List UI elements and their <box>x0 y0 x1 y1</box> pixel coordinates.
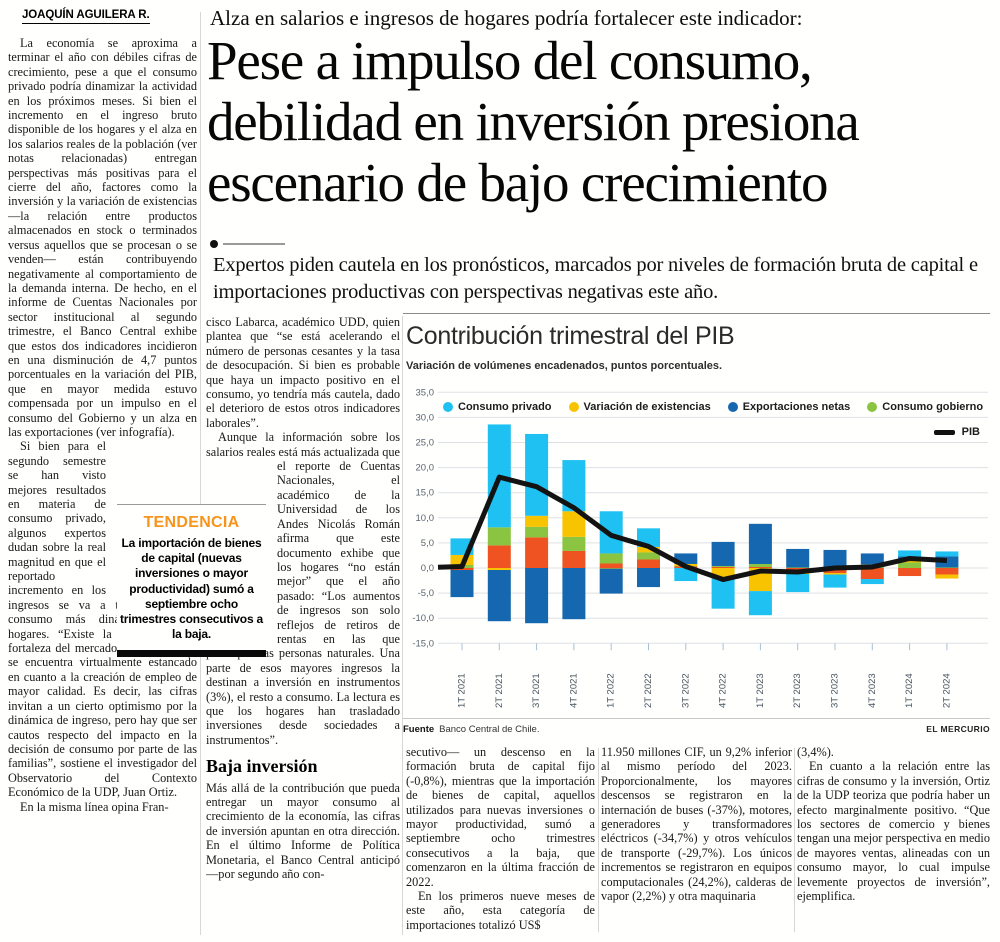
legend-label: Consumo privado <box>458 401 552 413</box>
svg-text:35,0: 35,0 <box>416 387 435 398</box>
legend-dot-icon <box>727 402 738 412</box>
svg-text:2T 2023: 2T 2023 <box>792 673 803 708</box>
article-paragraph: La economía se aproxima a terminar el añ… <box>8 36 197 439</box>
pib-line-swatch <box>933 429 955 435</box>
article-paragraph: secutivo— un descenso en la formación br… <box>406 745 595 889</box>
legend-label: Variación de existencias <box>583 401 711 413</box>
svg-text:1T 2021: 1T 2021 <box>457 673 468 708</box>
headline-line: Pese a impulso del consumo, <box>207 30 813 91</box>
svg-text:4T 2022: 4T 2022 <box>718 673 729 708</box>
legend-item: Consumo privado <box>443 401 552 413</box>
svg-text:3T 2023: 3T 2023 <box>830 673 841 708</box>
chart-source: Fuente Banco Central de Chile. <box>403 724 539 735</box>
article-column-2: cisco Labarca, académico UDD, quien plan… <box>206 315 400 936</box>
column-rule <box>402 316 403 935</box>
article-column-4: 11.950 millones CIF, un 9,2% inferior al… <box>601 745 792 937</box>
kicker: Alza en salarios e ingresos de hogares p… <box>210 6 803 30</box>
svg-text:15,0: 15,0 <box>416 488 435 499</box>
legend-dot-icon <box>443 402 453 412</box>
legend-label: Exportaciones netas <box>742 401 851 413</box>
svg-text:5,0: 5,0 <box>421 538 434 549</box>
svg-text:4T 2023: 4T 2023 <box>867 673 878 708</box>
tendencia-label: TENDENCIA <box>143 514 240 531</box>
source-label: Fuente <box>403 724 435 735</box>
chart-legend-pib: PIB <box>933 426 980 438</box>
chart-legend: Consumo privado Variación de existencias E… <box>443 401 1000 413</box>
svg-text:-15,0: -15,0 <box>412 638 434 649</box>
deck: Expertos piden cautela en los pronóstico… <box>213 254 978 303</box>
column-rule <box>794 748 795 932</box>
section-subhead: Baja inversión <box>206 756 318 777</box>
tendencia-box: TENDENCIA La importación de bienes de ca… <box>117 504 266 658</box>
svg-text:25,0: 25,0 <box>416 438 435 449</box>
article-paragraph: 11.950 millones CIF, un 9,2% inferior al… <box>601 745 792 904</box>
svg-text:2T 2024: 2T 2024 <box>941 673 952 708</box>
article-column-3: secutivo— un descenso en la formación br… <box>406 745 595 937</box>
svg-text:3T 2022: 3T 2022 <box>680 673 691 708</box>
tendencia-text: La importación de bienes de capital (nue… <box>119 536 264 642</box>
newspaper-credit: EL MERCURIO <box>926 724 990 734</box>
svg-text:-10,0: -10,0 <box>412 613 434 624</box>
svg-text:20,0: 20,0 <box>416 463 435 474</box>
tendencia-bottom-bar <box>117 650 266 658</box>
svg-text:4T 2021: 4T 2021 <box>568 673 579 708</box>
article-paragraph: cisco Labarca, académico UDD, quien plan… <box>206 315 400 430</box>
headline: Pese a impulso del consumo, debilidad en… <box>207 30 997 213</box>
svg-text:1T 2024: 1T 2024 <box>904 673 915 708</box>
pib-contribution-chart: 35,0 30,0 25,0 20,0 15,0 10,0 5,0 0,0 -5,0 -10,0 -… <box>412 387 988 708</box>
source-text: Banco Central de Chile. <box>439 724 540 735</box>
legend-dot-icon <box>867 402 878 412</box>
article-column-5: (3,4%). En cuanto a la relación entre la… <box>797 745 990 937</box>
article-paragraph: En cuanto a la relación entre las cifras… <box>797 759 990 904</box>
svg-text:1T 2022: 1T 2022 <box>606 673 617 708</box>
chart-source-row: Fuente Banco Central de Chile. EL MERCURI… <box>403 718 990 735</box>
chart-title: Contribución trimestral del PIB <box>406 322 735 350</box>
legend-item: Exportaciones netas <box>727 401 851 413</box>
svg-text:10,0: 10,0 <box>416 513 435 524</box>
article-paragraph: En los primeros nueve meses de este año,… <box>406 889 595 932</box>
legend-item: Variación de existencias <box>568 401 711 413</box>
byline: JOAQUÍN AGUILERA R. <box>22 9 150 24</box>
svg-text:3T 2021: 3T 2021 <box>531 673 542 708</box>
column-rule <box>598 748 599 932</box>
svg-text:30,0: 30,0 <box>416 412 435 423</box>
svg-text:2T 2022: 2T 2022 <box>643 673 654 708</box>
svg-text:1T 2023: 1T 2023 <box>755 673 766 708</box>
article-paragraph: Más allá de la contribución que pueda en… <box>206 780 400 882</box>
legend-dot-icon <box>568 402 579 412</box>
chart-subtitle: Variación de volúmenes encadenados, punt… <box>406 360 723 372</box>
headline-line: debilidad en inversión presiona <box>207 91 860 152</box>
pib-legend-label: PIB <box>961 426 980 438</box>
article-paragraph: (3,4%). <box>797 745 834 759</box>
article-paragraph: En la misma línea opina Fran- <box>20 799 169 814</box>
article-paragraph: Aunque la información sobre los salarios… <box>206 430 400 747</box>
article-text: Aunque la información sobre los salarios… <box>206 430 400 474</box>
column-rule <box>200 12 201 935</box>
deck-bullet-icon <box>210 240 218 248</box>
legend-item: Consumo gobierno <box>867 401 983 413</box>
svg-text:0,0: 0,0 <box>421 563 434 574</box>
article-text: Cuentas Nacionales, el académico de la U… <box>206 459 400 747</box>
article-column-1: La economía se aproxima a terminar el añ… <box>8 36 197 936</box>
svg-text:-5,0: -5,0 <box>418 588 434 599</box>
pib-chart-box: Contribución trimestral del PIB Variació… <box>403 313 990 742</box>
deck-rule <box>223 243 285 245</box>
legend-label: Consumo gobierno <box>882 401 984 413</box>
svg-text:2T 2021: 2T 2021 <box>494 673 505 708</box>
headline-line: escenario de bajo crecimiento <box>207 152 828 213</box>
